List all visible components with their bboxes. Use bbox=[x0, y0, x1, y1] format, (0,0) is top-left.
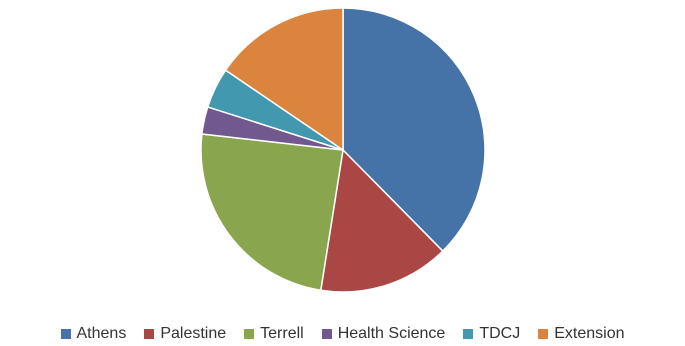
legend-item-extension: Extension bbox=[538, 324, 624, 344]
pie-slice-terrell bbox=[200, 133, 344, 291]
legend-swatch-tdcj bbox=[463, 329, 474, 339]
legend-swatch-palestine bbox=[144, 329, 155, 339]
legend-swatch-extension bbox=[538, 329, 549, 339]
legend-swatch-athens bbox=[60, 329, 71, 339]
legend-item-terrell: Terrell bbox=[244, 324, 304, 344]
legend-swatch-health-science bbox=[321, 329, 332, 339]
legend-item-tdcj: TDCJ bbox=[463, 324, 520, 344]
pie-slice-palestine bbox=[320, 149, 444, 293]
pie-plot-area bbox=[200, 7, 486, 293]
pie-slice-extension bbox=[224, 7, 344, 151]
legend-item-athens: Athens bbox=[60, 324, 127, 344]
legend-swatch-terrell bbox=[244, 329, 255, 339]
legend-label-athens: Athens bbox=[76, 325, 127, 342]
legend-label-extension: Extension bbox=[554, 325, 625, 342]
legend-label-health-science: Health Science bbox=[337, 325, 446, 342]
legend-item-health-science: Health Science bbox=[321, 324, 446, 344]
legend-label-tdcj: TDCJ bbox=[479, 325, 521, 342]
legend-item-palestine: Palestine bbox=[144, 324, 226, 344]
legend: Athens Palestine Terrell Health Science … bbox=[0, 323, 685, 345]
legend-label-palestine: Palestine bbox=[160, 325, 227, 342]
legend-label-terrell: Terrell bbox=[260, 325, 304, 342]
pie-slice-athens bbox=[342, 7, 486, 252]
